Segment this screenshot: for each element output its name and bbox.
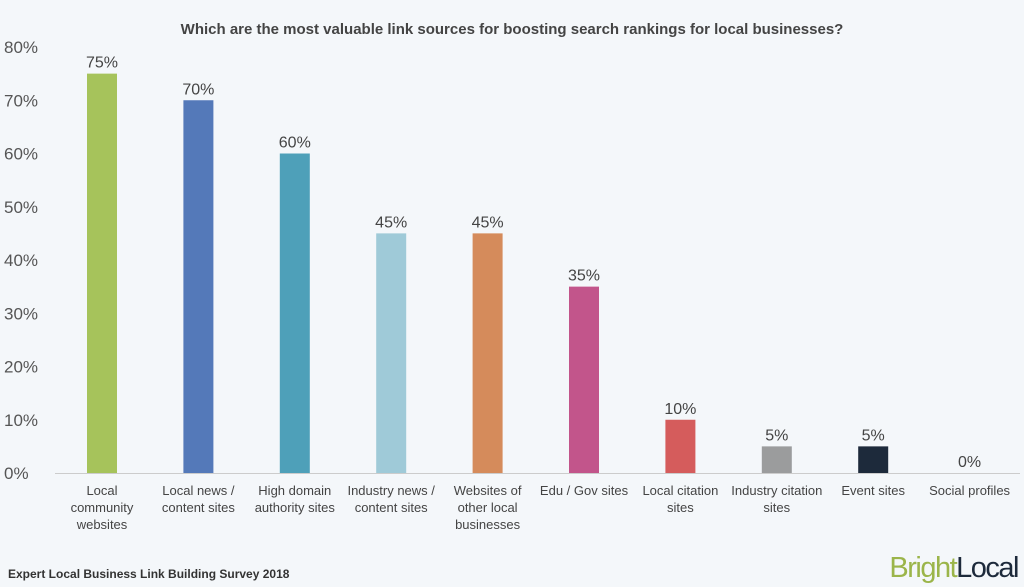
chart-title: Which are the most valuable link sources… bbox=[181, 21, 844, 38]
data-label: 45% bbox=[375, 214, 407, 231]
bar bbox=[761, 446, 792, 473]
x-axis: Local community websites Local news / conten… bbox=[71, 483, 1011, 532]
bars: 75% 70% 60% 45% 45% 35% 10% 5% 5% 0% bbox=[86, 55, 981, 473]
x-tick-label: sites bbox=[763, 500, 790, 515]
logo-part-local: Local bbox=[956, 552, 1018, 584]
data-label: 5% bbox=[862, 427, 885, 444]
x-tick-label: Event sites bbox=[841, 483, 905, 498]
x-tick-label: High domain bbox=[258, 483, 331, 498]
x-tick-label: content sites bbox=[162, 500, 235, 515]
y-tick-label: 80% bbox=[4, 38, 38, 57]
y-tick-label: 40% bbox=[4, 251, 38, 270]
bar bbox=[279, 153, 310, 473]
y-tick-label: 60% bbox=[4, 145, 38, 164]
y-tick-label: 50% bbox=[4, 198, 38, 217]
brightlocal-logo: BrightLocal bbox=[889, 552, 1018, 584]
data-label: 0% bbox=[958, 454, 981, 471]
x-tick-label: Websites of bbox=[454, 483, 522, 498]
data-label: 5% bbox=[765, 427, 788, 444]
y-tick-label: 0% bbox=[4, 464, 29, 483]
data-label: 10% bbox=[664, 401, 696, 418]
bar bbox=[665, 419, 696, 473]
x-tick-label: Industry citation bbox=[731, 483, 822, 498]
data-label: 60% bbox=[279, 135, 311, 152]
bar bbox=[183, 100, 214, 473]
logo-part-bright: Bright bbox=[889, 552, 957, 584]
data-label: 70% bbox=[182, 81, 214, 98]
x-tick-label: Local bbox=[86, 483, 117, 498]
source-note: Expert Local Business Link Building Surv… bbox=[8, 567, 290, 581]
x-tick-label: websites bbox=[76, 517, 128, 532]
y-tick-label: 30% bbox=[4, 304, 38, 323]
x-tick-label: other local bbox=[458, 500, 518, 515]
bar bbox=[472, 233, 503, 473]
x-tick-label: sites bbox=[667, 500, 694, 515]
x-tick-label: Edu / Gov sites bbox=[540, 483, 629, 498]
x-tick-label: Local citation bbox=[642, 483, 718, 498]
data-label: 45% bbox=[472, 214, 504, 231]
bar bbox=[569, 286, 599, 473]
data-label: 75% bbox=[86, 55, 118, 72]
bar bbox=[376, 233, 407, 473]
x-tick-label: Local news / bbox=[162, 483, 235, 498]
x-tick-label: community bbox=[71, 500, 134, 515]
data-label: 35% bbox=[568, 268, 600, 285]
x-tick-label: businesses bbox=[455, 517, 521, 532]
bar bbox=[858, 446, 889, 473]
y-tick-label: 10% bbox=[4, 411, 38, 430]
y-tick-label: 20% bbox=[4, 358, 38, 377]
y-axis: 0% 10% 20% 30% 40% 50% 60% 70% 80% bbox=[4, 38, 38, 483]
x-tick-label: authority sites bbox=[255, 500, 336, 515]
x-tick-label: content sites bbox=[355, 500, 428, 515]
x-tick-label: Industry news / bbox=[347, 483, 435, 498]
y-tick-label: 70% bbox=[4, 91, 38, 110]
x-tick-label: Social profiles bbox=[929, 483, 1010, 498]
bar bbox=[87, 73, 117, 473]
